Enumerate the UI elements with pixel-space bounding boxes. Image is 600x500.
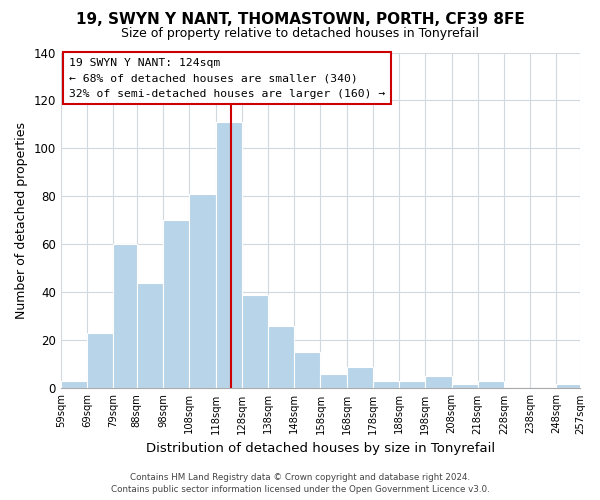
Bar <box>478 381 504 388</box>
Bar <box>320 374 347 388</box>
Bar <box>373 381 399 388</box>
Bar <box>215 122 242 388</box>
Text: Size of property relative to detached houses in Tonyrefail: Size of property relative to detached ho… <box>121 28 479 40</box>
Bar <box>163 220 189 388</box>
Bar <box>425 376 452 388</box>
Text: 19 SWYN Y NANT: 124sqm
← 68% of detached houses are smaller (340)
32% of semi-de: 19 SWYN Y NANT: 124sqm ← 68% of detached… <box>68 58 385 98</box>
Bar <box>61 381 87 388</box>
Bar <box>399 381 425 388</box>
Bar <box>452 384 478 388</box>
Bar <box>347 367 373 388</box>
Text: 19, SWYN Y NANT, THOMASTOWN, PORTH, CF39 8FE: 19, SWYN Y NANT, THOMASTOWN, PORTH, CF39… <box>76 12 524 28</box>
Bar <box>268 326 294 388</box>
Bar <box>113 244 137 388</box>
Text: Contains HM Land Registry data © Crown copyright and database right 2024.
Contai: Contains HM Land Registry data © Crown c… <box>110 472 490 494</box>
Y-axis label: Number of detached properties: Number of detached properties <box>15 122 28 319</box>
Bar <box>242 295 268 388</box>
X-axis label: Distribution of detached houses by size in Tonyrefail: Distribution of detached houses by size … <box>146 442 495 455</box>
Bar <box>137 283 163 389</box>
Bar <box>294 352 320 388</box>
Bar <box>189 194 215 388</box>
Bar <box>87 333 113 388</box>
Bar <box>556 384 580 388</box>
